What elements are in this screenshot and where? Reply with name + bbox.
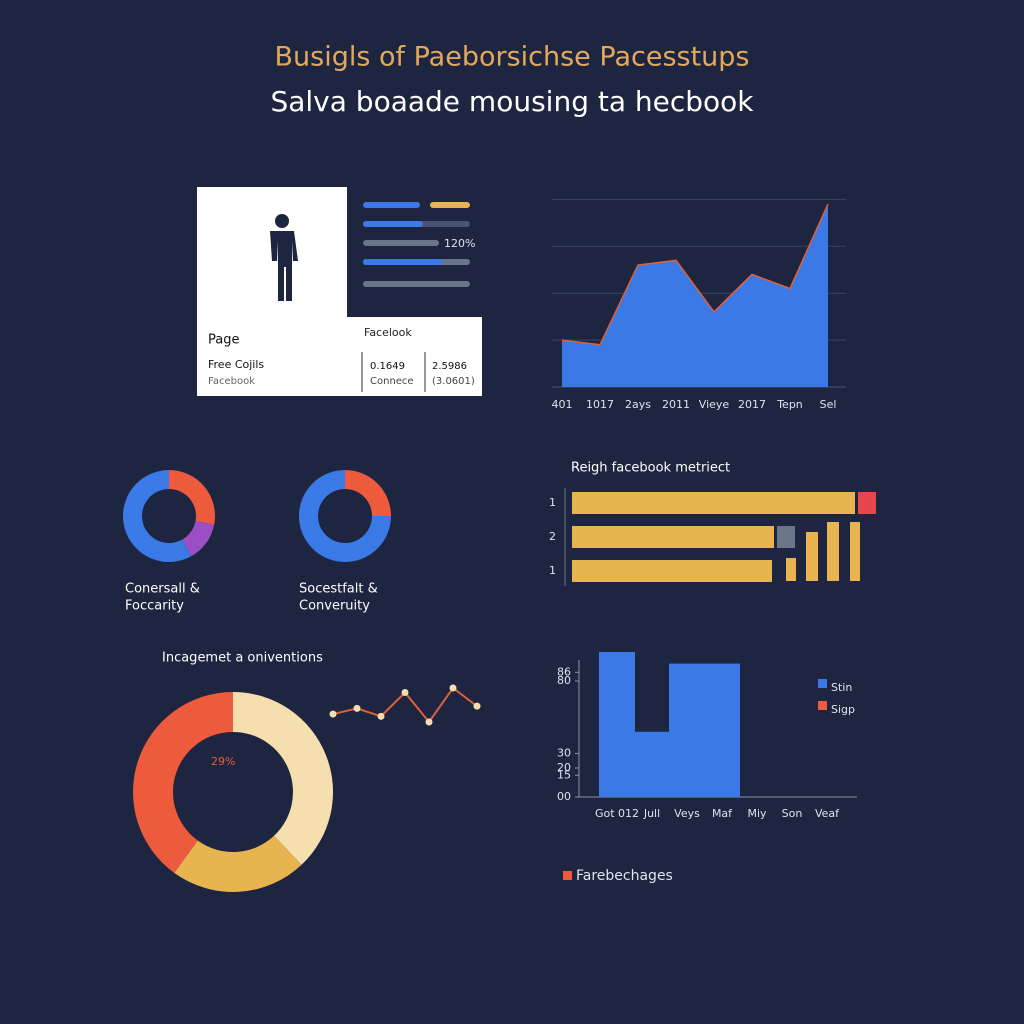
stat-label: Connece [370,376,414,387]
profile-name: Free Cojils [208,358,264,371]
stat-value: 2.5986 [432,361,467,372]
profile-percent: 120% [444,237,475,250]
profile-source: Facebook [208,376,255,387]
bar [572,492,855,514]
x-tick-label: 2ays [625,398,651,411]
bar [572,560,772,582]
marker [329,710,337,718]
y-tick-label: 20 [557,761,571,774]
y-tick-label: 2 [549,530,556,543]
x-tick-label: Jull [643,807,660,820]
x-tick-label: Miy [747,807,767,820]
y-tick-label: 15 [557,768,571,781]
legend-label: Farebechages [576,868,673,884]
person-silhouette [270,214,298,301]
chart-title: Conersall & [125,582,200,597]
area [562,204,828,387]
x-tick-label: 2011 [662,398,690,411]
bar [704,663,740,797]
x-tick-label: Vieye [699,398,730,411]
profile-info-panel [197,317,482,396]
marker [377,712,385,720]
bar [669,663,705,797]
chart-title: Socestfalt & [299,582,378,597]
title: Busigls of Paeborsichse Pacesstups [275,42,750,73]
chart-title: Converuity [299,599,370,614]
stat-label: (3.0601) [432,376,475,387]
x-tick-label: 1017 [586,398,614,411]
decor-bars [786,522,860,581]
x-tick-label: Tepn [776,398,803,411]
legend-label: Sigp [831,703,855,716]
marker [425,718,433,726]
y-tick-label: 1 [549,496,556,509]
y-tick-label: 1 [549,564,556,577]
donut-slice [133,692,233,873]
bar [777,526,795,548]
x-tick-label: 2017 [738,398,766,411]
y-tick-label: 30 [557,747,571,760]
y-tick-label: 80 [557,674,571,687]
x-tick-label: 401 [552,398,573,411]
legend-label: Stin [831,681,852,694]
profile-tab: Facelook [364,326,412,339]
chart-title: Foccarity [125,599,184,614]
marker [449,684,457,692]
legend-swatch [563,871,572,880]
area-line [561,203,829,346]
donut-slice [174,835,302,892]
marker [353,704,361,712]
marker [473,702,481,710]
bar [599,652,635,797]
profile-bars [363,202,470,287]
chart-title: Incagemet a oniventions [162,651,323,666]
x-tick-label: Maf [712,807,733,820]
x-tick-label: Got 012 [595,807,639,820]
subtitle: Salva boaade mousing ta hecbook [270,85,754,118]
donut-slice [169,470,215,525]
x-tick-label: Sel [820,398,837,411]
marker [401,689,409,697]
annotation: 29% [211,755,235,768]
x-tick-label: Veys [674,807,700,820]
bar [634,731,670,797]
donut-slice [299,470,391,562]
chart-title: Reigh facebook metriect [571,461,730,476]
x-tick-label: Son [782,807,803,820]
stat-value: 0.1649 [370,361,405,372]
donut-slice [345,470,391,516]
x-tick-label: Veaf [815,807,840,820]
legend-swatch [818,701,827,710]
bar [858,492,876,514]
donut-slice [182,521,215,557]
profile-page-label: Page [208,333,239,348]
bar [572,526,774,548]
donut-slice [233,692,333,865]
y-tick-label: 86 [557,665,571,678]
y-tick-label: 00 [557,790,571,803]
legend-swatch [818,679,827,688]
donut-slice [123,470,192,562]
